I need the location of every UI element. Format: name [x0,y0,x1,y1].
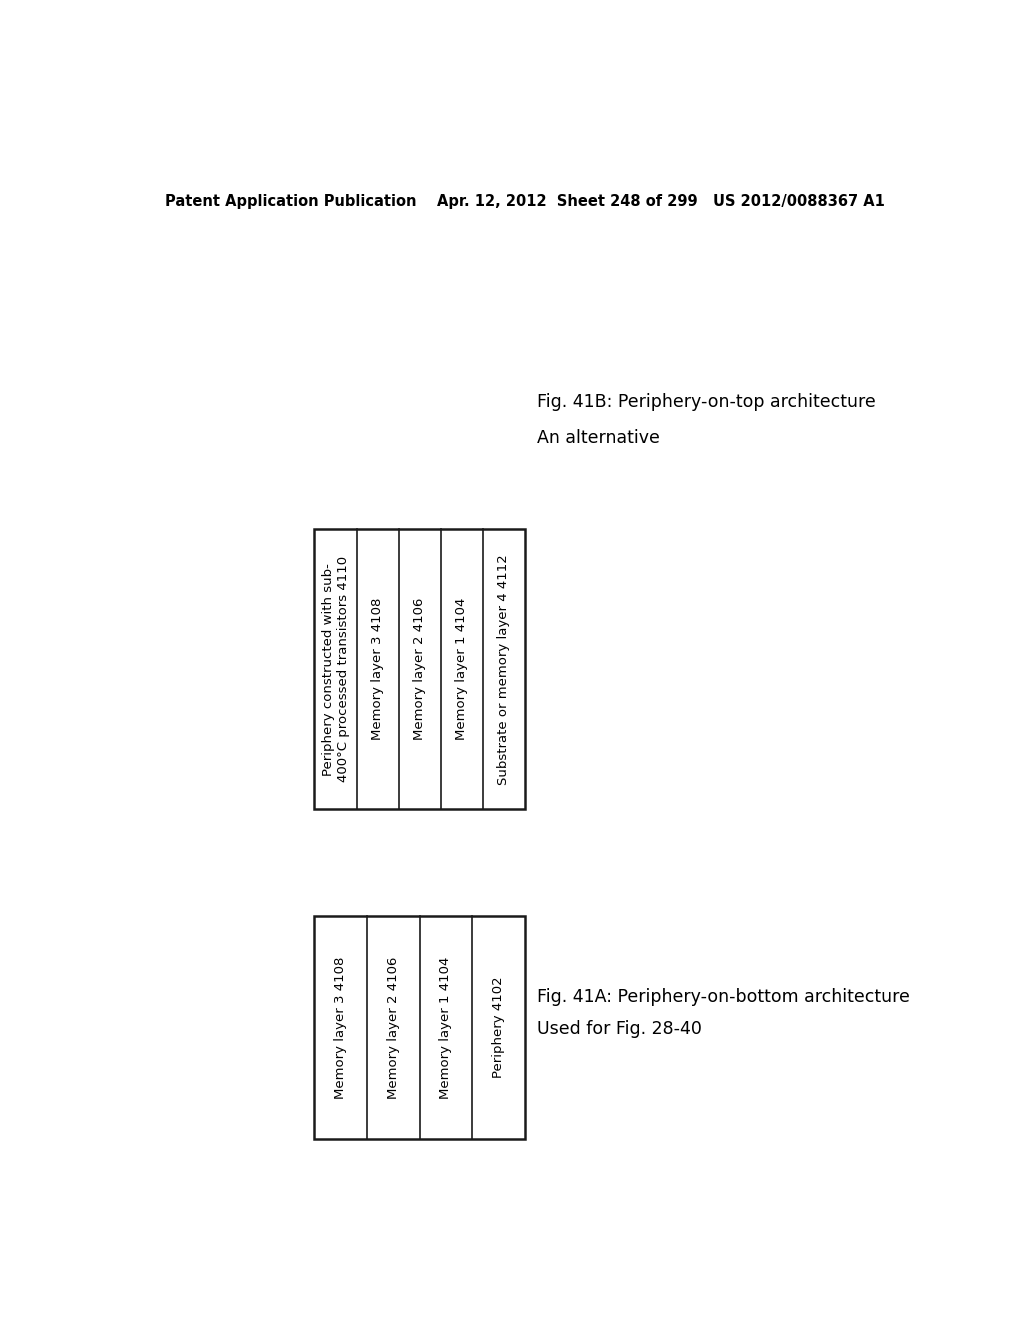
Text: Memory layer 2 4106: Memory layer 2 4106 [387,956,399,1098]
Bar [314,916,524,1139]
Text: Memory layer 1 4104: Memory layer 1 4104 [456,598,468,741]
Text: Memory layer 3 4108: Memory layer 3 4108 [334,956,347,1098]
Text: Fig. 41A: Periphery-on-bottom architecture: Fig. 41A: Periphery-on-bottom architectu… [537,987,909,1006]
Text: Periphery constructed with sub-
400°C processed transistors 4110: Periphery constructed with sub- 400°C pr… [322,556,349,783]
Text: Periphery 4102: Periphery 4102 [492,977,505,1078]
Text: Memory layer 2 4106: Memory layer 2 4106 [413,598,426,741]
Text: Patent Application Publication    Apr. 12, 2012  Sheet 248 of 299   US 2012/0088: Patent Application Publication Apr. 12, … [165,194,885,209]
Text: Substrate or memory layer 4 4112: Substrate or memory layer 4 4112 [498,554,510,784]
Text: Used for Fig. 28-40: Used for Fig. 28-40 [537,1020,701,1039]
Text: Memory layer 1 4104: Memory layer 1 4104 [439,956,453,1098]
Text: Fig. 41B: Periphery-on-top architecture: Fig. 41B: Periphery-on-top architecture [537,393,876,412]
Text: Memory layer 3 4108: Memory layer 3 4108 [371,598,384,741]
Text: An alternative: An alternative [537,429,659,447]
Bar [314,529,524,809]
